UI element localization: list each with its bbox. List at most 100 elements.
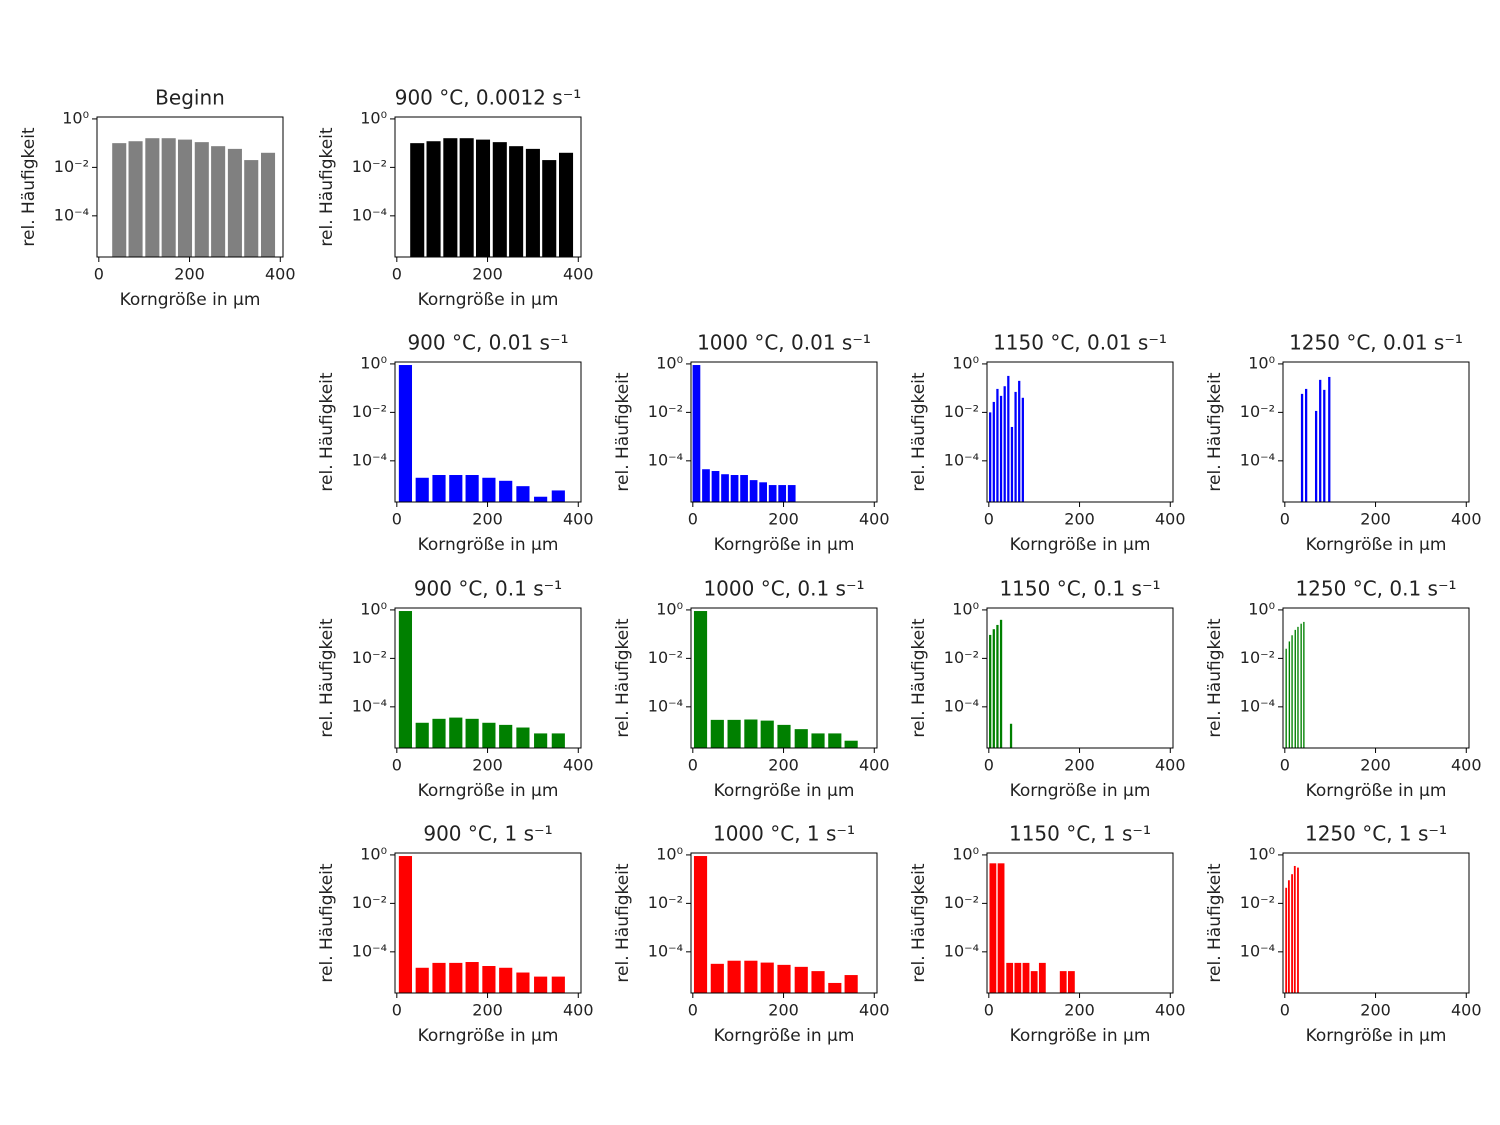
bar [996,388,999,502]
x-axis-label: Korngröße in µm [418,1026,559,1046]
bar [768,485,777,502]
y-tick-label: 10⁰ [1248,599,1275,618]
y-tick-label: 10⁻² [1240,648,1275,667]
y-axis-label: rel. Häufigkeit [909,618,929,738]
x-tick-label: 400 [265,265,296,284]
axes-frame [1282,361,1470,503]
y-axis-label: rel. Häufigkeit [613,372,633,492]
x-tick-label: 200 [472,1001,503,1020]
x-tick-label: 200 [1360,1001,1391,1020]
x-tick-label: 0 [1280,756,1290,775]
bar [828,982,842,993]
y-tick-label: 10⁻² [54,157,89,176]
bar [828,733,842,748]
bar [499,724,513,748]
bar [989,412,992,502]
chart-title: 1250 °C, 0.1 s⁻¹ [1295,577,1456,601]
bar [194,142,209,257]
y-tick-label: 10⁰ [656,353,683,372]
bar [1305,388,1308,502]
bar [1300,623,1302,748]
bar [475,139,491,257]
bar [778,485,787,502]
x-tick-label: 0 [984,1001,994,1020]
y-tick-label: 10⁰ [952,844,979,863]
bar [525,148,540,257]
chart-title: 1000 °C, 0.1 s⁻¹ [703,577,864,601]
bar [1297,867,1299,993]
y-tick-label: 10⁰ [1248,353,1275,372]
bar [1328,376,1331,502]
axes-frame [1282,607,1470,749]
bar [426,141,441,257]
y-tick-label: 10⁻⁴ [944,696,979,715]
y-tick-label: 10⁻⁴ [648,696,683,715]
x-tick-label: 400 [1451,1001,1482,1020]
bar [415,722,429,748]
bar [1007,375,1010,502]
bar [1030,971,1038,993]
x-tick-label: 400 [563,265,594,284]
y-axis-label: rel. Häufigkeit [613,863,633,983]
x-axis-label: Korngröße in µm [1010,535,1151,555]
chart-title: 1150 °C, 0.01 s⁻¹ [993,331,1167,355]
chart-title: 900 °C, 0.01 s⁻¹ [407,331,568,355]
bar [459,138,474,257]
bar [482,722,496,748]
bar [777,724,791,748]
y-axis-label: rel. Häufigkeit [1205,372,1225,492]
y-tick-label: 10⁻⁴ [352,941,387,960]
chart-title: 1150 °C, 0.1 s⁻¹ [999,577,1160,601]
chart-title: 1250 °C, 0.01 s⁻¹ [1289,331,1463,355]
bar [227,148,242,257]
bar [794,966,808,993]
x-tick-label: 0 [984,756,994,775]
y-tick-label: 10⁰ [360,844,387,863]
y-tick-label: 10⁻⁴ [352,450,387,469]
x-tick-label: 400 [1451,756,1482,775]
bar [727,960,741,993]
bar [449,962,463,993]
y-tick-label: 10⁰ [952,353,979,372]
bar [551,976,565,993]
x-tick-label: 400 [859,756,890,775]
bar [1287,880,1290,993]
y-tick-label: 10⁻⁴ [352,696,387,715]
bar [702,469,710,502]
x-axis-label: Korngröße in µm [1010,781,1151,801]
bar [449,475,463,502]
x-axis-label: Korngröße in µm [418,781,559,801]
bar [534,976,548,993]
bar [1294,629,1296,748]
bar [492,142,507,257]
bar [1297,626,1299,748]
bar [844,740,858,748]
bar [432,962,446,993]
bar [1022,962,1030,993]
bar [727,719,741,748]
x-tick-label: 0 [392,265,402,284]
bar [992,401,995,502]
x-tick-label: 200 [768,510,799,529]
y-tick-label: 10⁻² [648,648,683,667]
bar [1014,391,1017,502]
bar [692,365,701,502]
y-tick-label: 10⁻⁴ [1240,450,1275,469]
bar [542,160,557,257]
bar [1293,865,1296,993]
bar [760,962,774,993]
bar [844,975,858,993]
bar [465,475,479,502]
x-tick-label: 200 [1360,756,1391,775]
bar [740,475,748,502]
bar [1010,426,1014,502]
bar [787,485,796,502]
bar [398,856,413,993]
bar [410,143,425,257]
x-tick-label: 200 [472,756,503,775]
bar [516,972,530,993]
bar [211,146,226,257]
x-tick-label: 200 [1360,510,1391,529]
y-axis-label: rel. Häufigkeit [909,863,929,983]
x-tick-label: 200 [1064,510,1095,529]
